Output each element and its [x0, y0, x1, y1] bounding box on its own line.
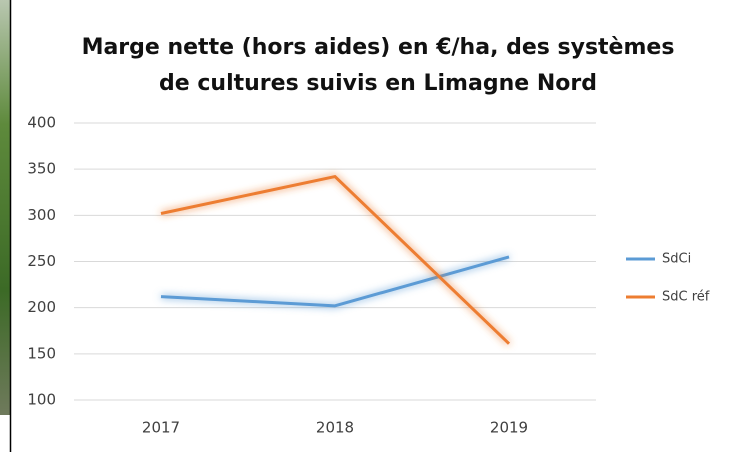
y-tick-label: 400 [27, 114, 56, 132]
line-series [161, 177, 509, 344]
legend-label: SdC réf [662, 290, 710, 305]
y-tick-label: 300 [27, 206, 56, 224]
y-tick-label: 100 [27, 391, 56, 409]
x-tick-label: 2017 [142, 419, 180, 437]
chart: Marge nette (hors aides) en €/ha, des sy… [0, 0, 738, 452]
x-tick-label: 2018 [316, 419, 354, 437]
chart-title: Marge nette (hors aides) en €/ha, des sy… [82, 35, 675, 60]
x-tick-label: 2019 [490, 419, 528, 437]
y-tick-label: 250 [27, 252, 56, 270]
y-tick-label: 350 [27, 160, 56, 178]
background-photo [0, 0, 10, 415]
y-tick-label: 200 [27, 298, 56, 316]
y-tick-label: 150 [27, 344, 56, 362]
chart-title: de cultures suivis en Limagne Nord [159, 71, 597, 96]
legend-label: SdCi [662, 252, 691, 267]
line-series [161, 257, 509, 306]
